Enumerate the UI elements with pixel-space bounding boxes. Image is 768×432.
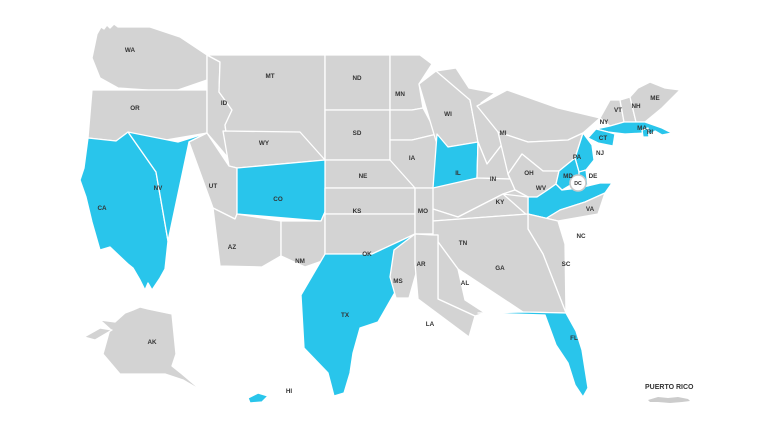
svg-text:GA: GA <box>495 265 505 272</box>
svg-text:PA: PA <box>573 154 582 161</box>
svg-text:NC: NC <box>576 233 586 240</box>
svg-text:WI: WI <box>444 111 452 118</box>
svg-text:MD: MD <box>563 173 573 180</box>
svg-text:CO: CO <box>273 196 283 203</box>
svg-text:KS: KS <box>353 208 362 215</box>
svg-text:MS: MS <box>393 278 402 285</box>
svg-text:WA: WA <box>125 47 136 54</box>
svg-text:OK: OK <box>362 251 372 258</box>
svg-text:SD: SD <box>353 130 362 137</box>
svg-text:AL: AL <box>461 280 470 287</box>
svg-text:CT: CT <box>599 135 608 142</box>
svg-text:IA: IA <box>409 155 416 162</box>
svg-text:NH: NH <box>631 103 641 110</box>
svg-text:VT: VT <box>614 107 622 114</box>
svg-text:DE: DE <box>589 173 598 180</box>
svg-text:PUERTO RICO: PUERTO RICO <box>645 384 694 391</box>
svg-text:NE: NE <box>359 173 368 180</box>
svg-text:HI: HI <box>286 388 293 395</box>
svg-text:AK: AK <box>147 339 157 346</box>
svg-text:KY: KY <box>496 199 506 206</box>
svg-text:ID: ID <box>221 100 228 107</box>
svg-text:AR: AR <box>416 261 426 268</box>
svg-text:FL: FL <box>570 335 578 342</box>
svg-text:NM: NM <box>295 258 305 265</box>
svg-text:MA: MA <box>637 125 647 132</box>
svg-text:MO: MO <box>418 208 428 215</box>
svg-text:LA: LA <box>426 321 435 328</box>
svg-text:TX: TX <box>341 312 350 319</box>
svg-text:MT: MT <box>265 73 274 80</box>
svg-text:IN: IN <box>490 176 497 183</box>
svg-text:MI: MI <box>500 130 507 137</box>
svg-text:ND: ND <box>352 75 362 82</box>
svg-text:DC: DC <box>574 181 582 187</box>
svg-text:IL: IL <box>455 170 461 177</box>
svg-text:NJ: NJ <box>596 150 605 157</box>
svg-text:WV: WV <box>536 185 547 192</box>
svg-text:SC: SC <box>562 261 571 268</box>
svg-text:TN: TN <box>459 240 468 247</box>
svg-text:OH: OH <box>524 170 534 177</box>
svg-text:NY: NY <box>600 119 610 126</box>
svg-text:CA: CA <box>97 205 107 212</box>
svg-text:VA: VA <box>586 206 595 213</box>
svg-text:ME: ME <box>650 95 659 102</box>
svg-text:WY: WY <box>259 140 270 147</box>
svg-text:UT: UT <box>209 183 218 190</box>
svg-text:RI: RI <box>647 129 654 136</box>
svg-text:NV: NV <box>154 185 164 192</box>
svg-text:OR: OR <box>130 105 140 112</box>
svg-text:AZ: AZ <box>228 244 237 251</box>
svg-text:MN: MN <box>395 91 405 98</box>
